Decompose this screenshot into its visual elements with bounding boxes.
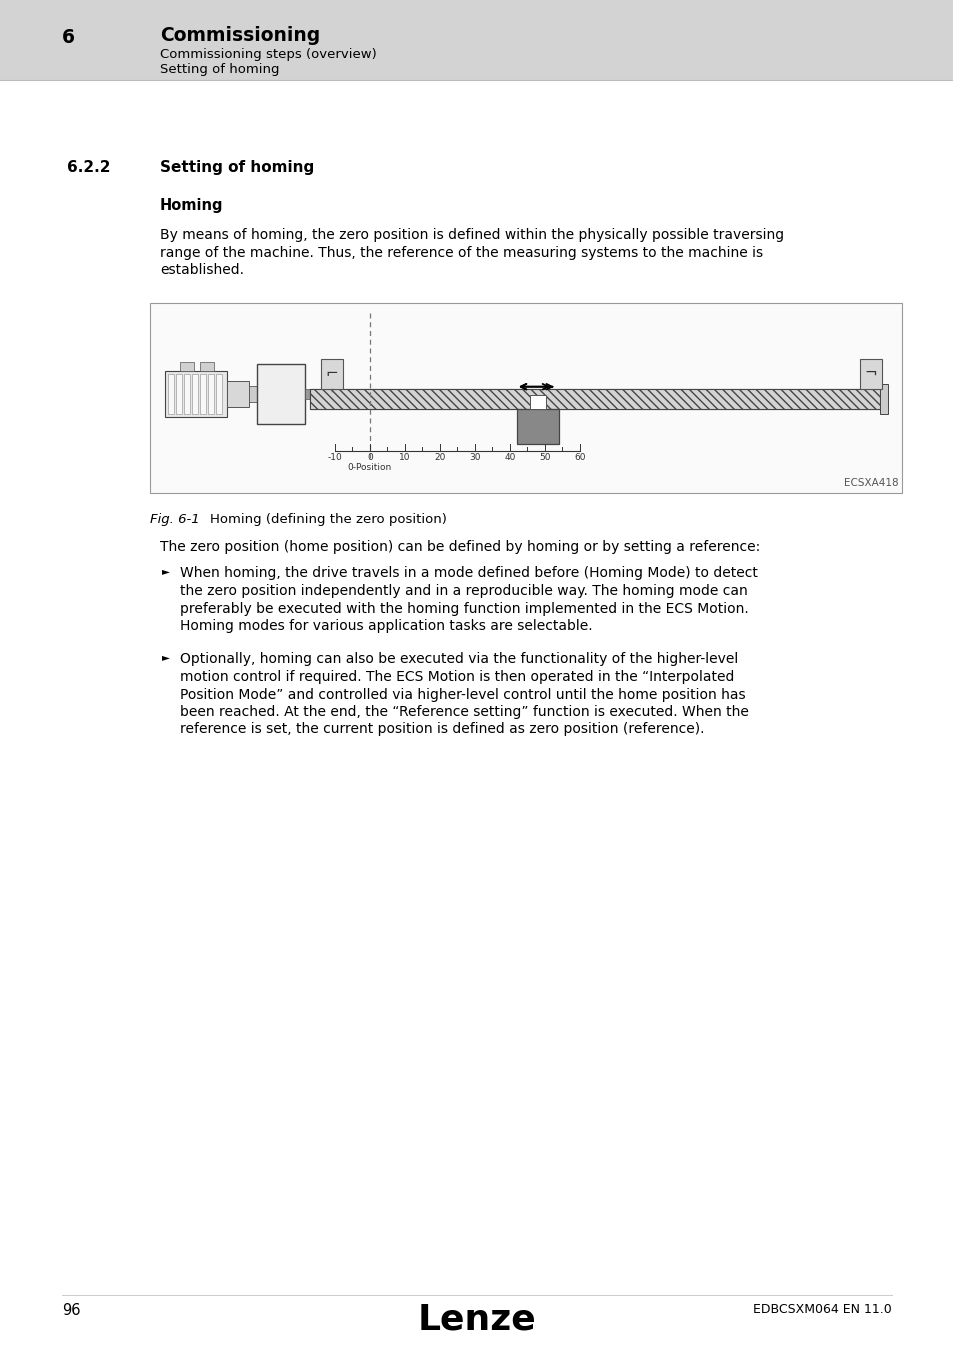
Bar: [305, 389, 310, 398]
Bar: [249, 386, 256, 402]
Bar: [530, 394, 545, 409]
Bar: [0, 0, 953, 80]
Bar: [208, 374, 213, 413]
Text: Optionally, homing can also be executed via the functionality of the higher-leve: Optionally, homing can also be executed …: [180, 652, 738, 667]
Bar: [175, 374, 182, 413]
Text: By means of homing, the zero position is defined within the physically possible : By means of homing, the zero position is…: [160, 228, 783, 242]
Text: ►: ►: [162, 567, 170, 576]
Text: motion control if required. The ECS Motion is then operated in the “Interpolated: motion control if required. The ECS Moti…: [180, 670, 734, 684]
Text: 40: 40: [504, 452, 516, 462]
Text: -10: -10: [327, 452, 342, 462]
Text: 6: 6: [62, 28, 75, 47]
Text: ¬: ¬: [863, 366, 877, 381]
Bar: [310, 389, 879, 409]
Text: 96: 96: [62, 1303, 80, 1318]
Bar: [310, 389, 879, 409]
Text: ECSXA418: ECSXA418: [843, 478, 898, 489]
Text: Commissioning steps (overview): Commissioning steps (overview): [160, 49, 376, 61]
Text: ►: ►: [162, 652, 170, 663]
Bar: [180, 362, 193, 371]
Text: Homing: Homing: [160, 198, 223, 213]
Text: The zero position (home position) can be defined by homing or by setting a refer: The zero position (home position) can be…: [160, 540, 760, 555]
Text: established.: established.: [160, 263, 244, 277]
Text: reference is set, the current position is defined as zero position (reference).: reference is set, the current position i…: [180, 722, 703, 737]
Text: Setting of homing: Setting of homing: [160, 63, 279, 76]
Bar: [150, 302, 901, 493]
Text: 30: 30: [469, 452, 480, 462]
Text: 20: 20: [434, 452, 445, 462]
Text: 0-Position: 0-Position: [348, 463, 392, 472]
Text: 50: 50: [538, 452, 550, 462]
Text: Lenze: Lenze: [417, 1303, 536, 1336]
Bar: [192, 374, 198, 413]
Text: 10: 10: [399, 452, 411, 462]
Bar: [165, 371, 227, 417]
Text: the zero position independently and in a reproducible way. The homing mode can: the zero position independently and in a…: [180, 585, 747, 598]
Text: Fig. 6-1: Fig. 6-1: [150, 513, 199, 525]
Bar: [227, 381, 249, 406]
Text: Homing modes for various application tasks are selectable.: Homing modes for various application tas…: [180, 620, 592, 633]
Text: Commissioning: Commissioning: [160, 26, 320, 45]
Bar: [320, 359, 343, 389]
Bar: [200, 374, 206, 413]
Bar: [200, 362, 213, 371]
Bar: [256, 363, 305, 424]
Text: range of the machine. Thus, the reference of the measuring systems to the machin: range of the machine. Thus, the referenc…: [160, 246, 762, 259]
Text: 6.2.2: 6.2.2: [67, 161, 111, 176]
Text: ⌐: ⌐: [325, 366, 338, 381]
Text: Position Mode” and controlled via higher-level control until the home position h: Position Mode” and controlled via higher…: [180, 687, 745, 702]
Bar: [184, 374, 190, 413]
Bar: [517, 409, 558, 444]
Text: Setting of homing: Setting of homing: [160, 161, 314, 176]
Text: 60: 60: [574, 452, 585, 462]
Text: preferably be executed with the homing function implemented in the ECS Motion.: preferably be executed with the homing f…: [180, 602, 748, 616]
Bar: [215, 374, 222, 413]
Text: EDBCSXM064 EN 11.0: EDBCSXM064 EN 11.0: [753, 1303, 891, 1316]
Text: When homing, the drive travels in a mode defined before (Homing Mode) to detect: When homing, the drive travels in a mode…: [180, 567, 757, 580]
Bar: [859, 359, 882, 389]
Text: been reached. At the end, the “Reference setting” function is executed. When the: been reached. At the end, the “Reference…: [180, 705, 748, 720]
Bar: [168, 374, 173, 413]
Bar: [879, 383, 887, 413]
Text: 0: 0: [367, 452, 373, 462]
Text: Homing (defining the zero position): Homing (defining the zero position): [210, 513, 446, 525]
